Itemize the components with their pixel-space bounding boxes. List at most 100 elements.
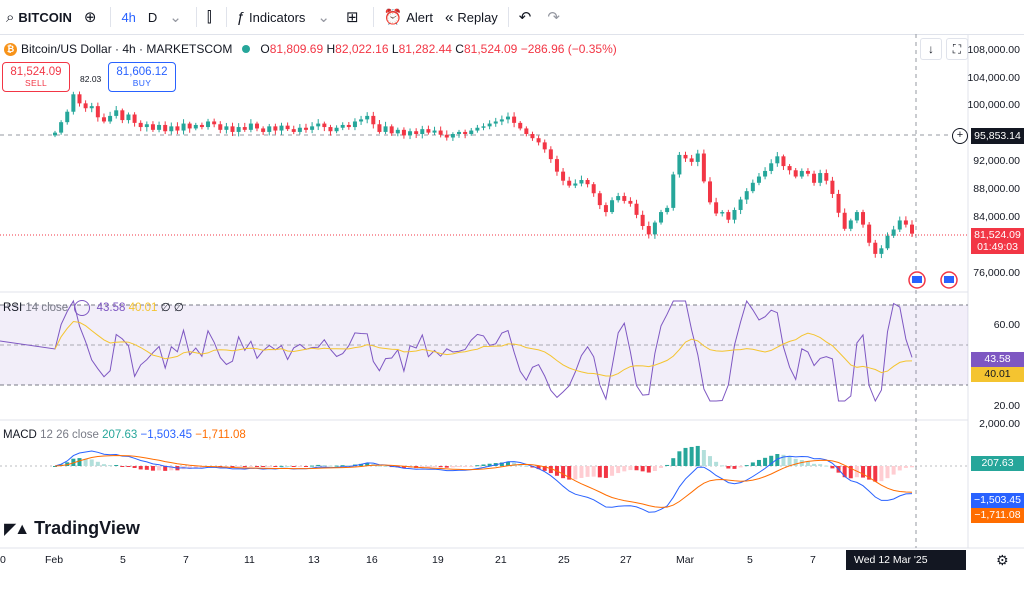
logo-text: TradingView [34, 518, 140, 538]
interval-dropdown[interactable]: ⌄ [163, 0, 192, 34]
indicators-dropdown[interactable]: ⌄ [311, 0, 340, 34]
candle-body [487, 123, 492, 127]
candle-body [769, 163, 774, 171]
macd-histogram-bar [236, 466, 241, 468]
macd-histogram-bar [499, 462, 504, 466]
candle-body [530, 134, 535, 139]
chart-canvas[interactable] [0, 0, 1024, 575]
macd-histogram-bar [720, 465, 725, 467]
buy-button[interactable]: 81,606.12 BUY [108, 62, 176, 92]
macd-line [54, 450, 913, 513]
macd-histogram-bar [787, 456, 792, 466]
interval-d[interactable]: D [147, 9, 158, 25]
crosshair-price-tag: 95,853.14 [971, 128, 1024, 144]
macd-histogram-bar [340, 465, 345, 467]
candle-body [230, 126, 235, 132]
price-tick: 84,000.00 [973, 211, 1020, 223]
candle-body [671, 174, 676, 208]
fullscreen-button[interactable]: ⛶ [946, 38, 968, 60]
macd-histogram-bar [365, 463, 370, 466]
macd-histogram-bar [542, 466, 547, 471]
candle-body [328, 127, 333, 132]
macd-histogram-bar [671, 458, 676, 466]
replay-label: Replay [457, 9, 498, 25]
candle-body [634, 203, 639, 215]
macd-histogram-bar [573, 466, 578, 480]
candle-body [505, 116, 510, 120]
scroll-down-button[interactable]: ↓ [920, 38, 942, 60]
redo-button[interactable]: ↷ [541, 0, 570, 34]
separator [372, 7, 374, 27]
macd-histogram-bar [873, 466, 878, 482]
macd-histogram-bar [842, 466, 847, 478]
symbol-search[interactable]: ⌕ BITCOIN [0, 0, 78, 34]
alarm-clock-icon: ⏰ [383, 8, 403, 26]
rewind-icon: « [444, 8, 454, 26]
candle-body [793, 170, 798, 177]
spread-value: 82.03 [80, 74, 102, 84]
macd-histogram-bar [689, 446, 694, 466]
macd-histogram-bar [824, 465, 829, 467]
macd-histogram-bar [248, 466, 253, 467]
indicators-button[interactable]: ƒ Indicators [231, 0, 312, 34]
chart-type-button[interactable]: ⫿ [201, 0, 222, 34]
rsi-settings-icon[interactable] [74, 300, 91, 316]
macd-histogram-bar [279, 465, 284, 467]
candle-body [273, 126, 278, 131]
tradingview-logo[interactable]: ◤▲ TradingView [4, 518, 140, 539]
macd-histogram-bar [53, 466, 57, 467]
candle-body [714, 202, 719, 214]
candle-body [554, 159, 559, 172]
rsi-name: RSI [3, 302, 23, 315]
candle-body [677, 154, 682, 175]
macd-histogram-bar [463, 466, 468, 467]
candle-body [867, 224, 872, 243]
candle-body [132, 114, 137, 123]
price-tick: 104,000.00 [967, 72, 1020, 84]
candle-body [346, 124, 351, 128]
candle-body [144, 124, 149, 128]
market-open-icon [242, 45, 251, 53]
candle-body [365, 115, 370, 120]
settings-gear-icon[interactable]: ⚙ [996, 552, 1009, 568]
time-tick: 25 [558, 554, 570, 566]
macd-histogram-bar [652, 466, 657, 471]
candle-body [95, 106, 100, 118]
candle-body [193, 124, 198, 129]
macd-signal-tag: −1,711.08 [971, 508, 1024, 523]
macd-histogram-bar [891, 466, 896, 475]
undo-button[interactable]: ↶ [513, 0, 542, 34]
macd-histogram-bar [401, 466, 406, 469]
candle-body [108, 115, 113, 122]
price-tick: 88,000.00 [973, 183, 1020, 195]
macd-histogram-bar [475, 465, 480, 467]
macd-histogram-bar [450, 466, 455, 468]
add-alert-icon[interactable]: + [952, 128, 968, 144]
templates-button[interactable]: ⊞ [340, 0, 369, 34]
separator [195, 7, 197, 27]
countdown-value: 01:49:03 [977, 241, 1018, 253]
macd-histogram-bar [120, 466, 125, 467]
sell-button[interactable]: 81,524.09 SELL [2, 62, 70, 92]
macd-histogram-bar [732, 466, 737, 469]
candle-body [756, 176, 761, 183]
indicators-label: Indicators [249, 9, 306, 25]
candle-body [157, 124, 162, 130]
macd-histogram-bar [744, 465, 749, 467]
symbol-name: BITCOIN [18, 9, 72, 25]
candle-body [781, 156, 786, 167]
macd-histogram-bar [132, 466, 137, 468]
macd-histogram-bar [536, 466, 541, 470]
candle-body [463, 131, 468, 135]
macd-histogram-bar [714, 461, 719, 466]
time-tick: Mar [676, 554, 695, 566]
compare-button[interactable]: ⊕ [78, 0, 107, 34]
candle-body [573, 183, 578, 186]
macd-histogram-bar [505, 461, 510, 466]
candle-body [71, 94, 76, 112]
replay-button[interactable]: « Replay [439, 0, 504, 34]
alert-button[interactable]: ⏰ Alert [378, 0, 439, 34]
buy-price: 81,606.12 [116, 66, 168, 78]
candle-body [830, 180, 835, 194]
interval-4h[interactable]: 4h [121, 9, 136, 25]
